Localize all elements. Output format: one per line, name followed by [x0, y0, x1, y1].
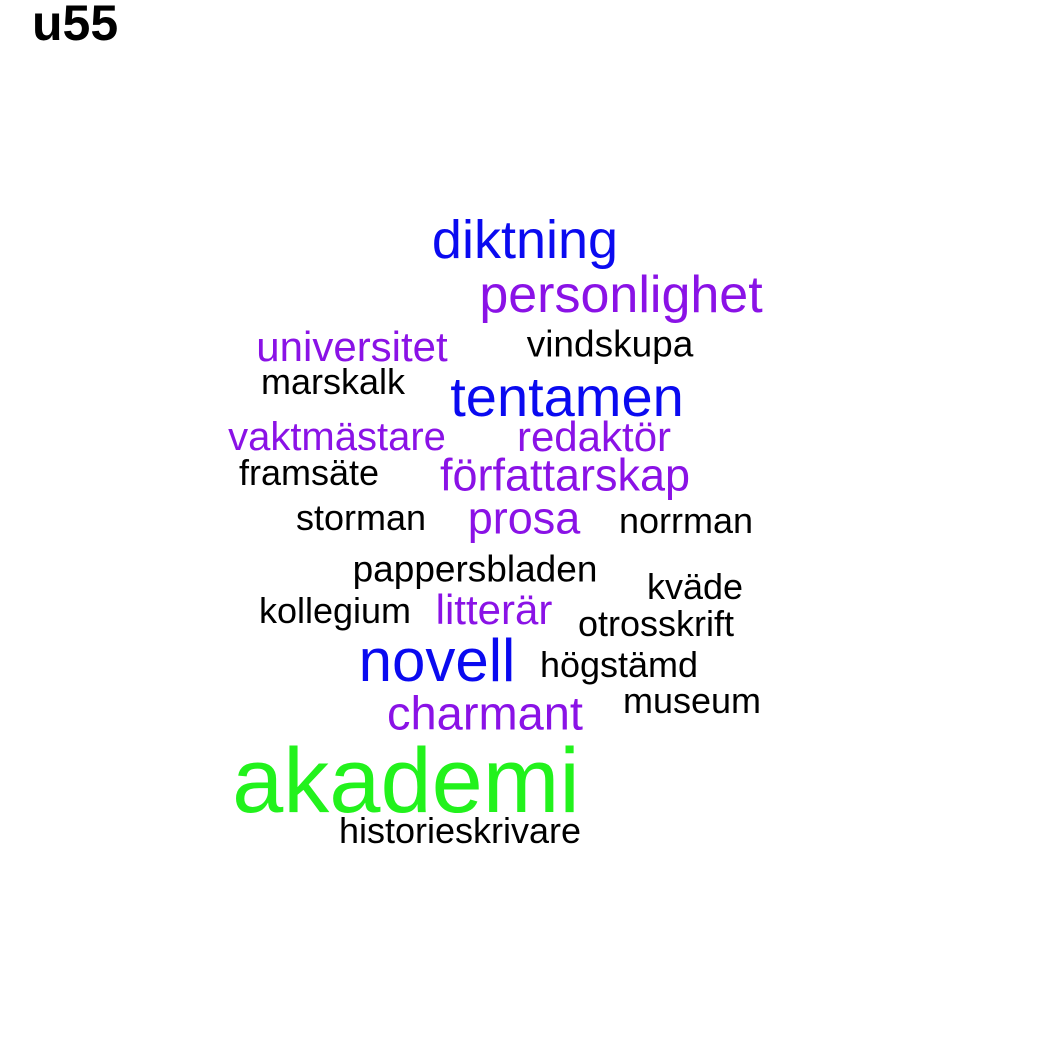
word-17: litterär [435, 586, 553, 633]
word-11: storman [295, 497, 427, 538]
word-8: redaktör [516, 413, 672, 460]
word-7: vaktmästare [228, 415, 446, 459]
word-1: diktning [431, 210, 619, 270]
word-16: kollegium [258, 590, 412, 631]
word-18: otrosskrift [577, 603, 735, 644]
word-24: historieskrivare [338, 810, 582, 851]
word-21: charmant [387, 686, 583, 740]
word-9: framsäte [238, 452, 380, 493]
word-22: museum [622, 680, 762, 721]
word-13: norrman [618, 500, 754, 541]
word-12: prosa [467, 492, 581, 544]
word-23: akademi [232, 730, 580, 832]
page-title: u55 [32, 0, 119, 51]
word-3: universitet [256, 323, 448, 370]
word-6: tentamen [450, 365, 684, 428]
word-20: högstämd [539, 644, 699, 685]
word-5: marskalk [260, 361, 406, 402]
word-2: personlighet [479, 266, 763, 324]
word-4: vindskupa [526, 323, 694, 365]
word-10: författarskap [439, 449, 691, 501]
word-19: novell [358, 627, 516, 694]
word-14: pappersbladen [352, 548, 598, 590]
word-15: kväde [646, 566, 744, 607]
